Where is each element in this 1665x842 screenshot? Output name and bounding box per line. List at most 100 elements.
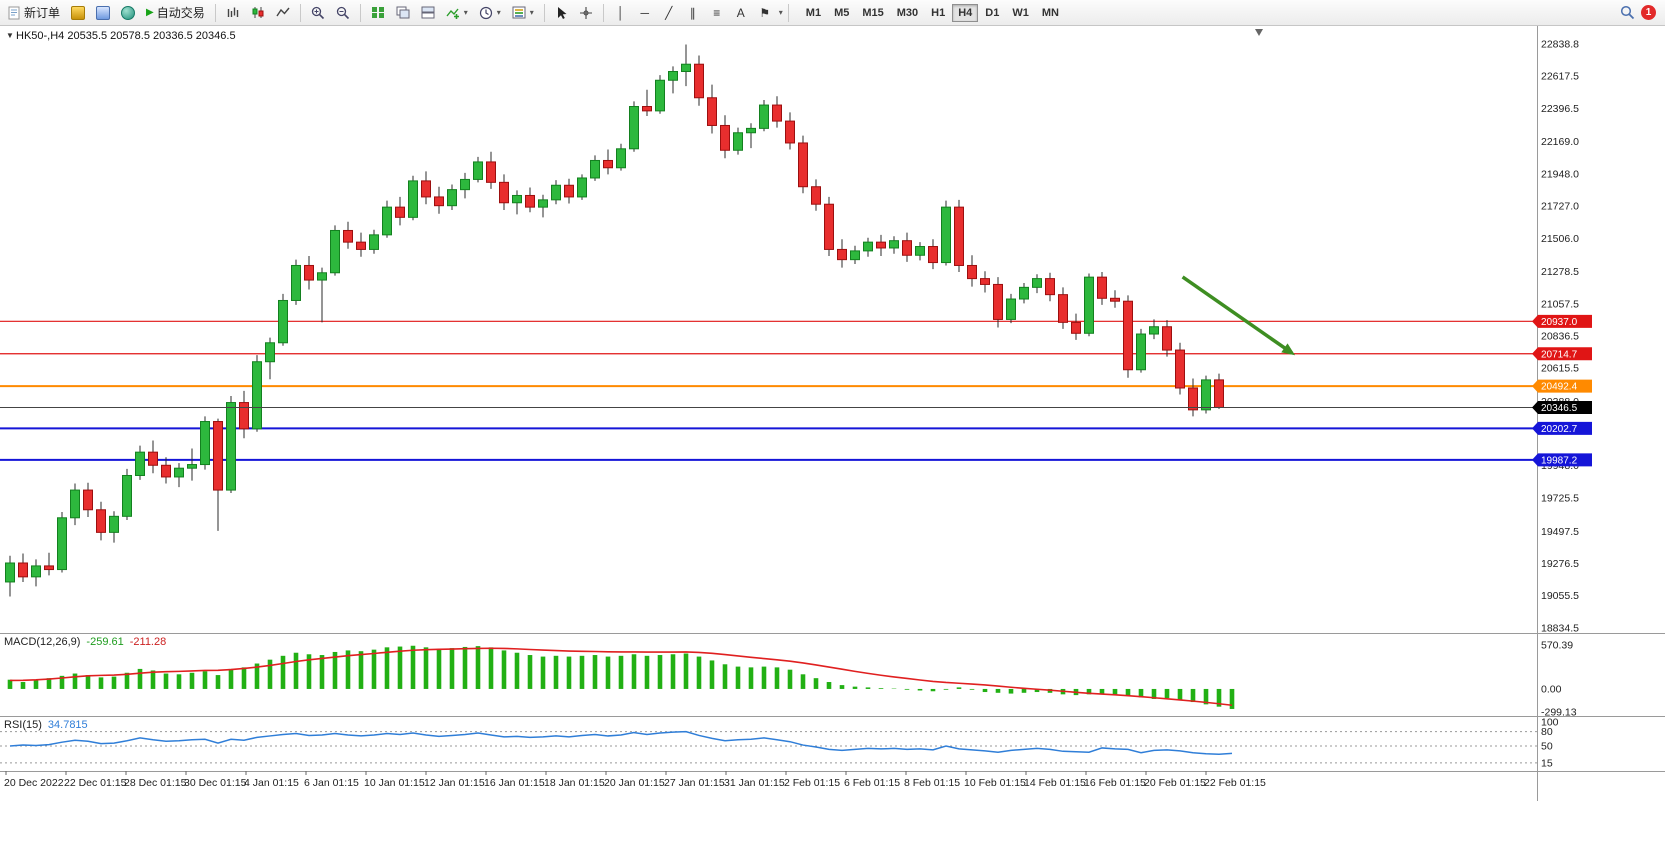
navigator-button[interactable] <box>116 2 140 24</box>
price-chart-svg[interactable]: ▼ HK50-,H4 20535.5 20578.5 20336.5 20346.… <box>0 26 1665 842</box>
price-tick-label: 21506.0 <box>1541 233 1579 245</box>
timeframe-h4[interactable]: H4 <box>952 3 979 22</box>
timeframe-d1[interactable]: D1 <box>979 4 1005 22</box>
candle <box>1019 282 1029 304</box>
chart-shift-marker[interactable] <box>1255 29 1263 36</box>
indicators-button[interactable]: ▾ <box>441 2 473 24</box>
candle <box>1032 274 1042 294</box>
time-tick-label: 12 Jan 01:15 <box>424 777 485 789</box>
tile-windows-button[interactable] <box>366 2 390 24</box>
cascade-windows-button[interactable] <box>416 2 440 24</box>
price-tick-label: 19497.5 <box>1541 526 1579 538</box>
time-tick-label: 22 Dec 01:15 <box>64 777 127 789</box>
chevron-down-icon: ▾ <box>778 8 783 17</box>
candlestick-chart-button[interactable] <box>246 2 270 24</box>
candle <box>447 184 457 211</box>
price-axis[interactable]: 22838.8 22617.5 22396.5 22169.0 21948.0 21727… <box>1532 26 1592 801</box>
trend-arrow[interactable] <box>1181 275 1296 356</box>
candle <box>980 271 990 293</box>
candle <box>1149 319 1159 340</box>
line-chart-button[interactable] <box>271 2 295 24</box>
candle <box>538 194 548 218</box>
macd-signal-line <box>9 647 1233 707</box>
equidistant-channel-button[interactable]: ∥ <box>681 2 705 24</box>
price-tick-label: 20615.5 <box>1541 363 1579 375</box>
candle <box>1084 273 1094 337</box>
candle <box>577 174 587 200</box>
bar-chart-button[interactable] <box>221 2 245 24</box>
price-tag: 20346.5 <box>1532 400 1592 414</box>
new-order-label: 新订单 <box>24 6 61 20</box>
candle <box>1123 295 1133 378</box>
arrows-button[interactable]: ⚑ <box>753 2 777 24</box>
time-tick-label: 18 Jan 01:15 <box>544 777 605 789</box>
candle <box>1136 328 1146 373</box>
trendline-button[interactable]: ╱ <box>657 2 681 24</box>
market-watch-button[interactable] <box>66 2 90 24</box>
time-tick-label: 31 Jan 01:15 <box>724 777 785 789</box>
candle <box>915 242 925 261</box>
search-button[interactable] <box>1615 2 1640 24</box>
candle <box>200 416 210 470</box>
candle <box>954 199 964 273</box>
horizontal-line-button[interactable]: ─ <box>633 2 657 24</box>
horizontal-lines-group[interactable] <box>0 320 1537 461</box>
text-icon: A <box>736 5 745 20</box>
templates-button[interactable]: ▾ <box>507 2 539 24</box>
chart-background <box>0 26 1665 842</box>
zoom-in-button[interactable] <box>306 2 330 24</box>
timeframe-m1[interactable]: M1 <box>800 4 827 22</box>
arrange-windows-button[interactable] <box>391 2 415 24</box>
time-tick-label: 20 Feb 01:15 <box>1144 777 1206 789</box>
rsi-tick-label: 80 <box>1541 726 1553 738</box>
candle <box>616 143 626 171</box>
chevron-down-icon: ▾ <box>529 8 534 17</box>
vertical-line-button[interactable]: │ <box>609 2 633 24</box>
candle <box>96 501 106 541</box>
timeframe-m30[interactable]: M30 <box>891 4 924 22</box>
candle <box>18 553 28 582</box>
time-tick-label: 20 Dec 2022 <box>4 777 64 789</box>
new-order-button[interactable]: 新订单 <box>3 2 65 24</box>
candle <box>1045 272 1055 302</box>
indicators-icon <box>446 8 459 19</box>
candle <box>473 156 483 183</box>
price-tick-label: 22396.5 <box>1541 103 1579 115</box>
candle <box>317 267 327 323</box>
new-order-icon <box>8 6 20 19</box>
vertical-line-icon: │ <box>617 5 625 20</box>
price-tick-label: 18834.5 <box>1541 622 1579 634</box>
fibonacci-button[interactable]: ≡ <box>705 2 729 24</box>
candle <box>590 155 600 181</box>
auto-trading-button[interactable]: ▶ 自动交易 <box>141 2 210 24</box>
notification-badge[interactable]: 1 <box>1641 5 1656 20</box>
svg-text:20346.5: 20346.5 <box>1541 403 1578 414</box>
chevron-down-icon: ▾ <box>463 8 468 17</box>
timeframe-m5[interactable]: M5 <box>828 4 855 22</box>
time-tick-label: 16 Jan 01:15 <box>484 777 545 789</box>
timeframe-mn[interactable]: MN <box>1036 4 1065 22</box>
toolbar-separator <box>543 3 545 22</box>
candle <box>226 396 236 493</box>
timeframe-h1[interactable]: H1 <box>925 4 951 22</box>
candle <box>655 75 665 114</box>
periods-button[interactable]: ▾ <box>474 2 506 24</box>
chart-area[interactable]: ▼ HK50-,H4 20535.5 20578.5 20336.5 20346.… <box>0 26 1665 842</box>
candle <box>1110 290 1120 308</box>
text-button[interactable]: A <box>729 2 753 24</box>
timeframe-w1[interactable]: W1 <box>1006 4 1035 22</box>
crosshair-button[interactable] <box>574 2 598 24</box>
collapse-icon[interactable]: ▼ <box>6 31 14 40</box>
navigator-icon <box>121 5 136 20</box>
timeframe-m15[interactable]: M15 <box>856 4 889 22</box>
candle <box>564 178 574 204</box>
candle <box>343 221 353 249</box>
data-window-button[interactable] <box>91 2 115 24</box>
cursor-icon <box>557 6 567 19</box>
zoom-out-button[interactable] <box>331 2 355 24</box>
toolbar-separator <box>359 3 361 22</box>
cursor-button[interactable] <box>550 2 573 24</box>
